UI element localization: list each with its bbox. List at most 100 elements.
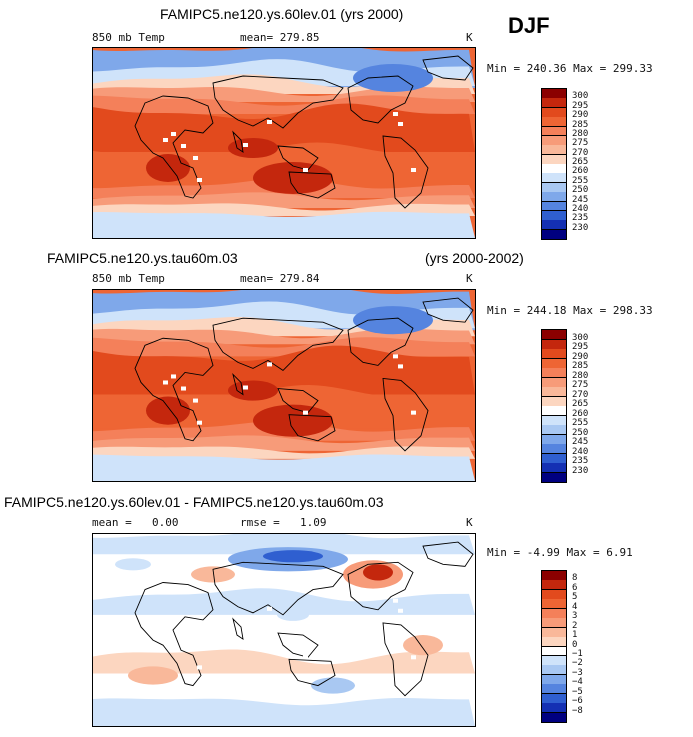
colorbar-tick-label: 235 — [572, 456, 589, 466]
cold-anomaly — [277, 608, 309, 621]
colorbar-swatch — [542, 377, 566, 388]
colorbar-swatch — [542, 618, 566, 629]
missing-data-patch — [411, 410, 416, 415]
colorbar-tick-label: 290 — [572, 110, 589, 121]
coastline — [382, 135, 429, 209]
coastline — [382, 622, 429, 697]
panel3-title: FAMIPC5.ne120.ys.60lev.01 - FAMIPC5.ne12… — [4, 494, 384, 510]
colorbar-tick-label: 255 — [572, 175, 589, 186]
colorbar-swatch — [542, 637, 566, 647]
cold-anomaly — [311, 677, 355, 694]
panel3-minmax: Min = -4.99 Max = 6.91 — [487, 546, 633, 559]
warm-region — [253, 162, 333, 194]
colorbar-swatch — [542, 627, 566, 638]
map-canvas — [93, 48, 475, 238]
colorbar-swatch — [542, 646, 566, 657]
missing-data-patch — [181, 631, 186, 636]
colorbar-tick-label: 275 — [572, 380, 589, 390]
colorbar-swatch — [542, 608, 566, 619]
colorbar-swatch — [542, 444, 566, 454]
coastline — [232, 130, 244, 153]
colorbar-tick-label: 250 — [572, 427, 589, 438]
missing-data-patch — [193, 156, 198, 160]
colorbar-tick-label: 245 — [572, 437, 589, 447]
missing-data-patch — [398, 364, 403, 369]
colorbar-tick-label: 250 — [572, 185, 589, 196]
colorbar-tick-label: 6 — [572, 582, 578, 593]
coastline — [422, 297, 474, 323]
missing-data-patch — [303, 410, 308, 415]
panel1-variable: 850 mb Temp — [92, 31, 165, 44]
panel2-minmax: Min = 244.18 Max = 298.33 — [487, 304, 653, 317]
colorbar-tick-label: 2 — [572, 620, 578, 631]
colorbar-tick-label: −6 — [572, 696, 583, 707]
colorbar-tick-label: 255 — [572, 418, 589, 428]
colorbar-tick-label: 280 — [572, 128, 589, 139]
colorbar-swatch — [542, 684, 566, 695]
colorbar-swatch — [542, 472, 566, 483]
coastline — [382, 377, 429, 452]
missing-data-patch — [197, 420, 202, 425]
panel2-years: (yrs 2000-2002) — [425, 250, 524, 266]
coastline — [134, 95, 214, 199]
panel1-colorbar — [541, 88, 567, 240]
missing-data-patch — [243, 143, 248, 147]
colorbar-swatch — [542, 330, 566, 340]
coastline — [134, 337, 214, 442]
panel2-variable: 850 mb Temp — [92, 272, 165, 285]
panel3-rmse-label: rmse = — [240, 516, 280, 529]
missing-data-patch — [181, 144, 186, 148]
warm-region — [146, 396, 190, 425]
missing-data-patch — [393, 598, 398, 603]
warm-region — [253, 404, 333, 437]
temperature-band — [93, 698, 475, 726]
temperature-band — [93, 345, 475, 395]
missing-data-patch — [267, 606, 272, 611]
colorbar-swatch — [542, 339, 566, 350]
colorbar-tick-label: 235 — [572, 213, 589, 224]
coastline — [212, 317, 344, 372]
colorbar-tick-label: −3 — [572, 667, 583, 678]
colorbar-swatch — [542, 387, 566, 397]
colorbar-swatch — [542, 571, 566, 581]
missing-data-patch — [393, 354, 398, 359]
colorbar-tick-label: 265 — [572, 157, 589, 167]
missing-data-patch — [163, 380, 168, 385]
coastline — [288, 658, 336, 687]
colorbar-swatch — [542, 599, 566, 610]
warm-anomaly — [191, 566, 235, 583]
colorbar-tick-label: 230 — [572, 465, 589, 476]
colorbar-tick-label: 0 — [572, 639, 578, 650]
colorbar-tick-label: 3 — [572, 611, 578, 622]
panel2-map — [92, 289, 476, 482]
panel1-mean: mean= 279.85 — [240, 31, 320, 44]
missing-data-patch — [243, 385, 248, 390]
colorbar-swatch — [542, 693, 566, 704]
temperature-band — [93, 211, 475, 238]
panel3-mean-label: mean = — [92, 516, 132, 529]
coastline — [347, 561, 414, 611]
missing-data-patch — [411, 655, 416, 660]
coastline — [212, 561, 344, 616]
coastline — [232, 372, 244, 396]
panel1-title: FAMIPC5.ne120.ys.60lev.01 (yrs 2000) — [160, 6, 404, 22]
coastline — [232, 617, 244, 641]
colorbar-tick-label: 260 — [572, 408, 589, 419]
colorbar-swatch — [542, 589, 566, 600]
colorbar-tick-label: 1 — [572, 630, 578, 641]
panel3-rmse-value: 1.09 — [300, 516, 327, 529]
missing-data-patch — [267, 362, 272, 367]
colorbar-tick-label: −4 — [572, 677, 583, 688]
missing-data-patch — [171, 618, 176, 623]
warm-anomaly — [403, 635, 443, 656]
colorbar-swatch — [542, 368, 566, 378]
warm-region — [146, 154, 190, 182]
cold-region — [353, 306, 433, 335]
coastline — [288, 171, 336, 199]
colorbar-swatch — [542, 463, 566, 473]
panel2-title: FAMIPC5.ne120.ys.tau60m.03 — [47, 250, 238, 266]
coastline — [288, 414, 336, 442]
panel2-colorbar — [541, 329, 567, 483]
coastline — [422, 55, 474, 81]
warm-anomaly — [128, 666, 178, 685]
